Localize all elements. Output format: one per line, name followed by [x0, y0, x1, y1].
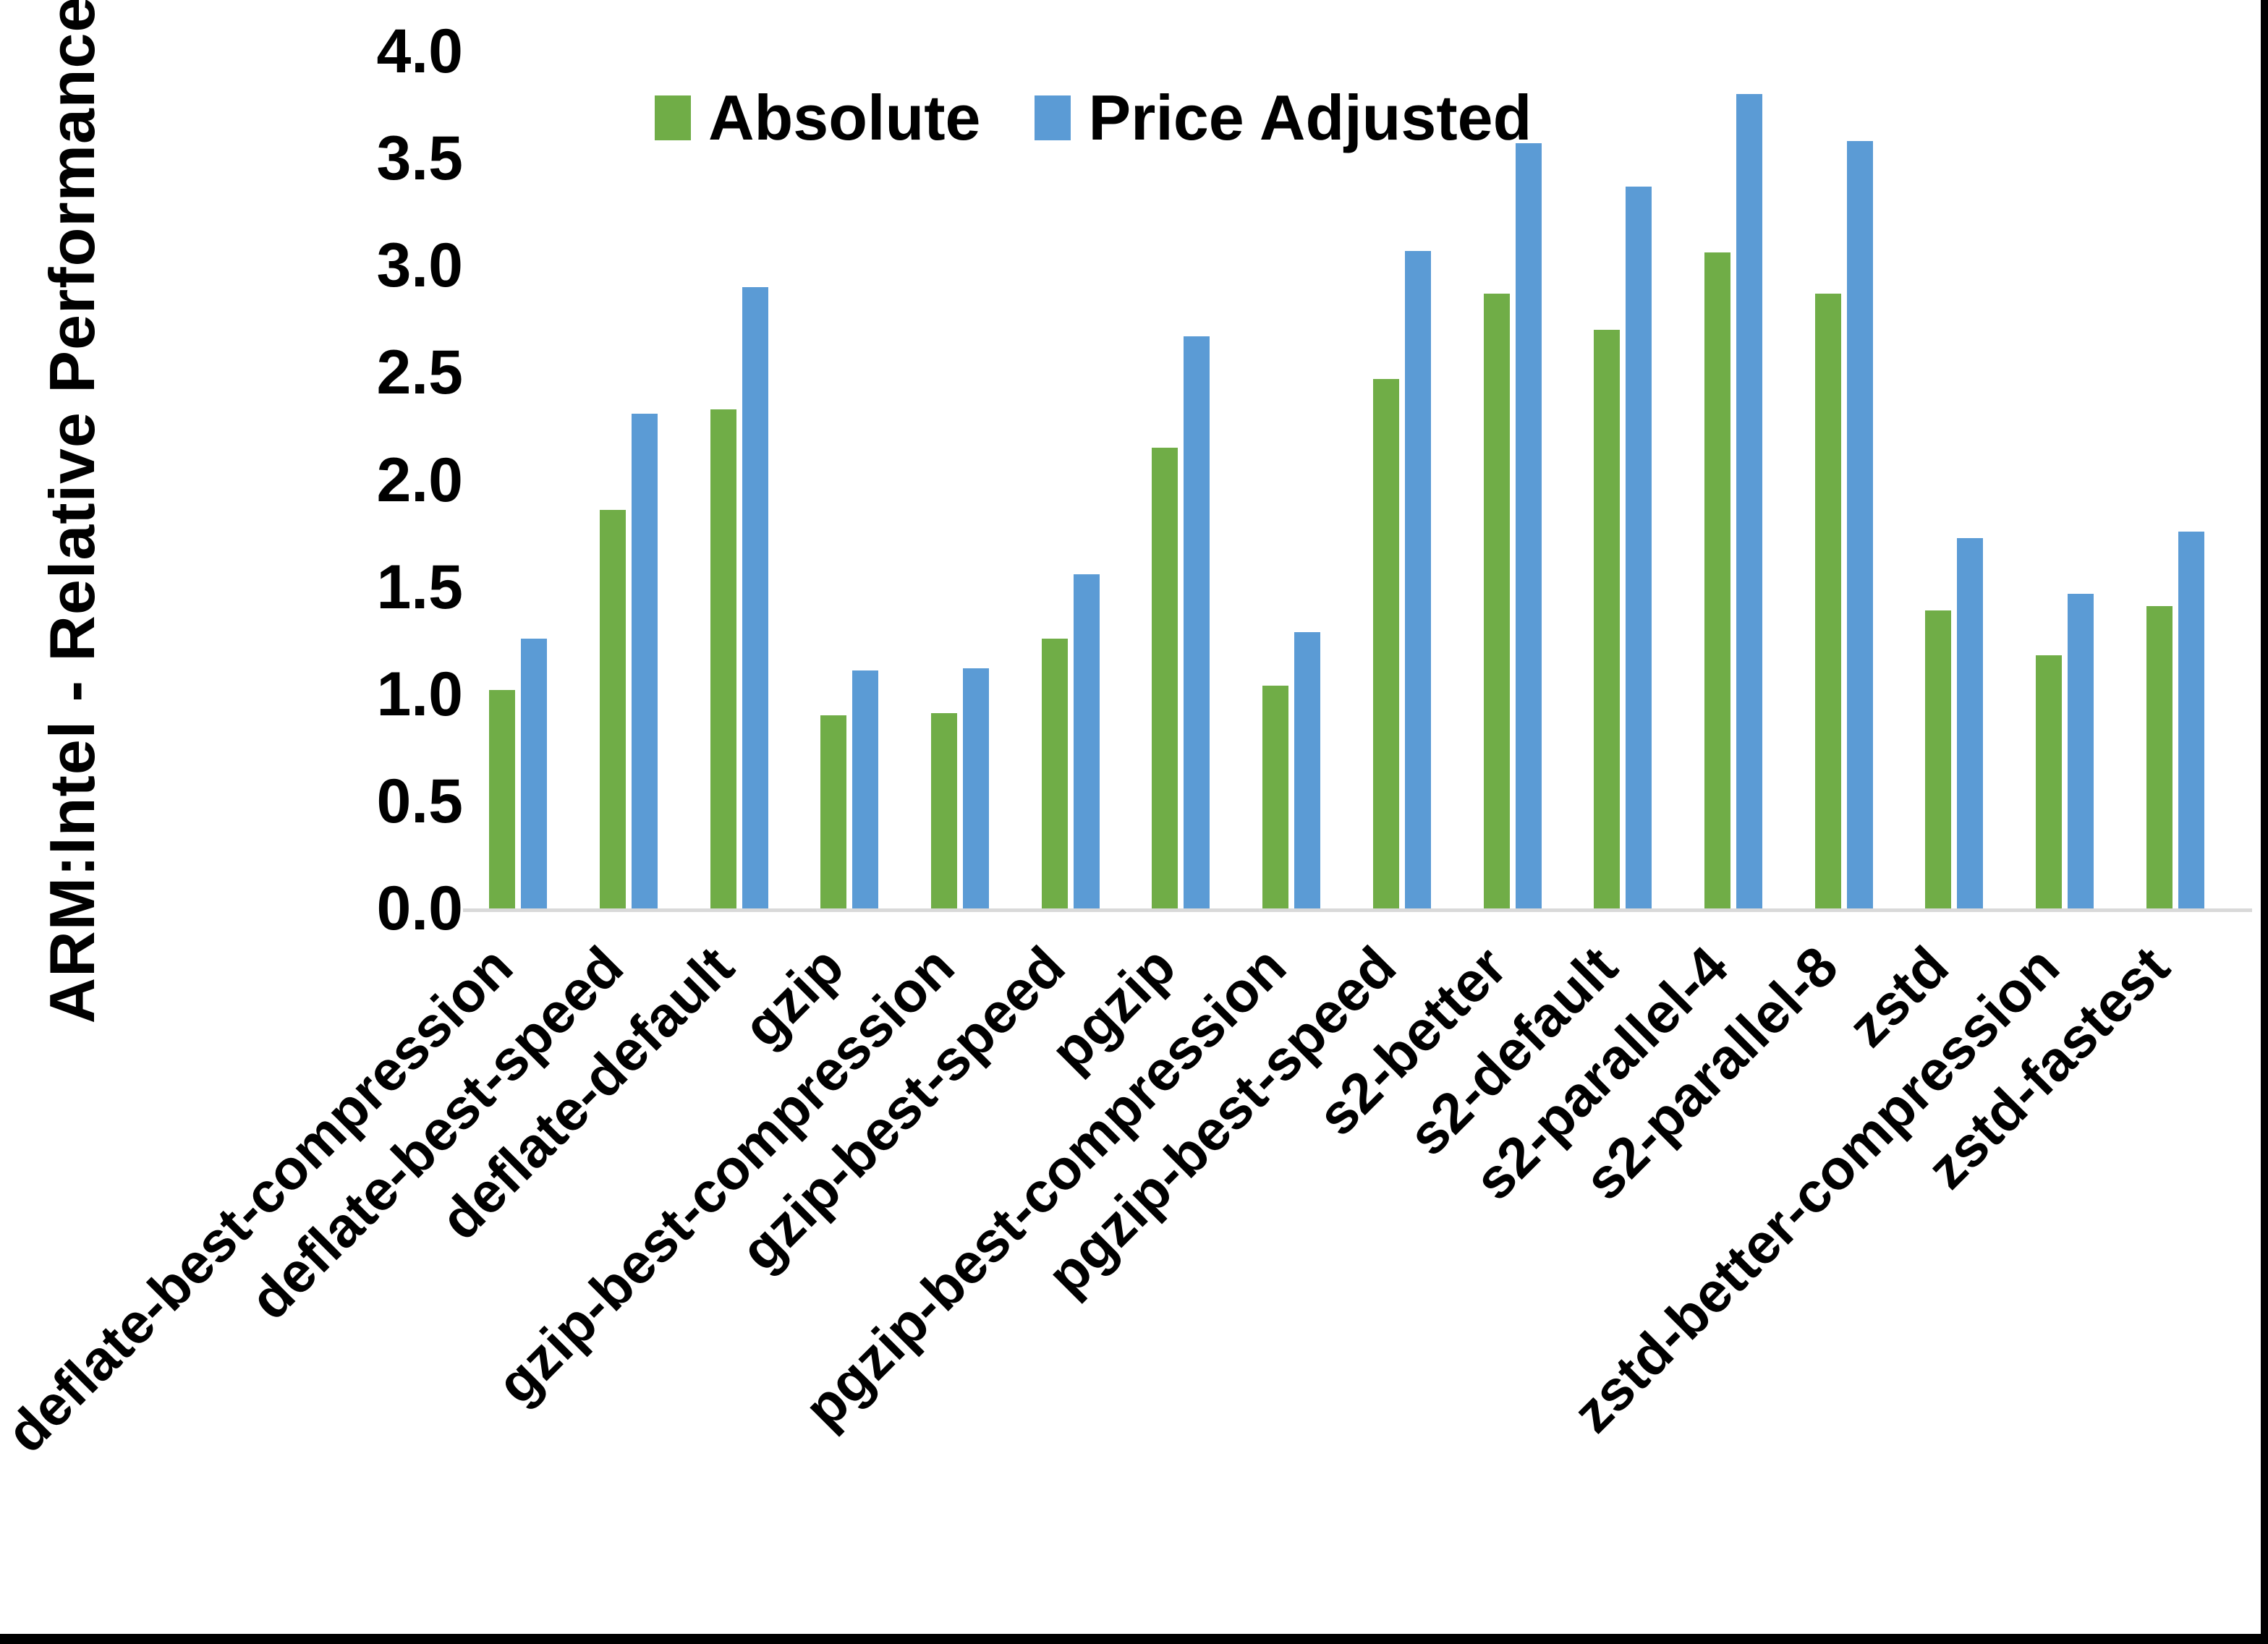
plot-area: Absolute Price Adjusted — [463, 51, 2252, 912]
bar-group-gzip — [794, 51, 905, 908]
bar-absolute-deflate-best-compression — [489, 689, 516, 908]
bar-price-adjusted-deflate-default — [742, 286, 768, 908]
bar-absolute-gzip-best-compression — [931, 713, 958, 908]
bar-absolute-pgzip — [1152, 448, 1178, 908]
bar-absolute-zstd-fastest — [2146, 606, 2173, 908]
bar-group-s2-parallel-4 — [1678, 51, 1789, 908]
y-tick-label: 2.0 — [376, 445, 463, 515]
bar-group-zstd — [1899, 51, 2010, 908]
bar-price-adjusted-zstd-fastest — [2178, 531, 2204, 908]
bar-price-adjusted-pgzip — [1184, 336, 1210, 908]
bar-absolute-s2-default — [1594, 330, 1621, 908]
bar-price-adjusted-gzip-best-compression — [963, 668, 990, 908]
bar-absolute-gzip-best-speed — [1041, 638, 1068, 908]
bar-group-pgzip-best-compression — [1236, 51, 1347, 908]
bar-absolute-zstd — [1925, 610, 1952, 908]
bar-price-adjusted-s2-better — [1515, 143, 1542, 908]
y-tick-label: 1.0 — [376, 659, 463, 729]
bar-absolute-pgzip-best-compression — [1262, 685, 1289, 908]
bar-group-zstd-better-compression — [2010, 51, 2120, 908]
y-tick-label: 0.0 — [376, 874, 463, 943]
bar-group-deflate-default — [684, 51, 794, 908]
bar-price-adjusted-s2-default — [1626, 186, 1652, 908]
legend-label-absolute: Absolute — [708, 82, 981, 153]
bar-group-pgzip-best-speed — [1347, 51, 1458, 908]
bar-group-zstd-fastest — [2120, 51, 2230, 908]
y-tick-label: 2.5 — [376, 338, 463, 408]
y-tick-label: 0.5 — [376, 766, 463, 836]
bar-price-adjusted-pgzip-best-compression — [1294, 631, 1321, 908]
bar-price-adjusted-s2-parallel-8 — [1846, 141, 1873, 908]
bar-group-s2-parallel-8 — [1788, 51, 1899, 908]
absolute-series-swatch — [655, 95, 691, 140]
bar-absolute-s2-better — [1483, 293, 1510, 908]
bar-price-adjusted-s2-parallel-4 — [1736, 94, 1762, 908]
y-tick-label: 4.0 — [376, 17, 463, 86]
bar-group-gzip-best-speed — [1015, 51, 1126, 908]
bar-absolute-zstd-better-compression — [2035, 655, 2062, 908]
legend-item-price-adjusted: Price Adjusted — [1035, 86, 1532, 150]
price-adjusted-series-swatch — [1035, 95, 1071, 140]
bars-container — [463, 51, 2230, 908]
bar-price-adjusted-gzip — [852, 670, 879, 908]
bar-group-pgzip — [1126, 51, 1236, 908]
bar-group-s2-better — [1457, 51, 1568, 908]
legend-label-price-adjusted: Price Adjusted — [1088, 82, 1532, 153]
bar-group-deflate-best-compression — [463, 51, 574, 908]
bar-price-adjusted-pgzip-best-speed — [1404, 250, 1431, 908]
bar-price-adjusted-deflate-best-speed — [632, 413, 658, 908]
bar-group-deflate-best-speed — [574, 51, 684, 908]
bar-absolute-s2-parallel-4 — [1704, 252, 1730, 908]
y-tick-label: 1.5 — [376, 552, 463, 622]
y-axis-title: ARM:Intel - Relative Performance — [36, 0, 108, 1024]
legend: Absolute Price Adjusted — [655, 86, 1532, 150]
bar-absolute-gzip — [820, 715, 847, 908]
bar-absolute-deflate-best-speed — [600, 509, 627, 908]
y-tick-label: 3.5 — [376, 124, 463, 194]
bar-price-adjusted-deflate-best-compression — [521, 638, 548, 908]
bar-group-s2-default — [1568, 51, 1678, 908]
bar-price-adjusted-zstd — [1957, 537, 1984, 908]
bar-absolute-deflate-default — [710, 409, 736, 908]
y-tick-label: 3.0 — [376, 231, 463, 301]
bar-absolute-pgzip-best-speed — [1372, 379, 1399, 908]
bar-group-gzip-best-compression — [905, 51, 1016, 908]
bar-absolute-s2-parallel-8 — [1814, 293, 1841, 908]
bar-price-adjusted-zstd-better-compression — [2067, 593, 2094, 908]
bar-price-adjusted-gzip-best-speed — [1073, 574, 1100, 908]
legend-item-absolute: Absolute — [655, 86, 980, 150]
